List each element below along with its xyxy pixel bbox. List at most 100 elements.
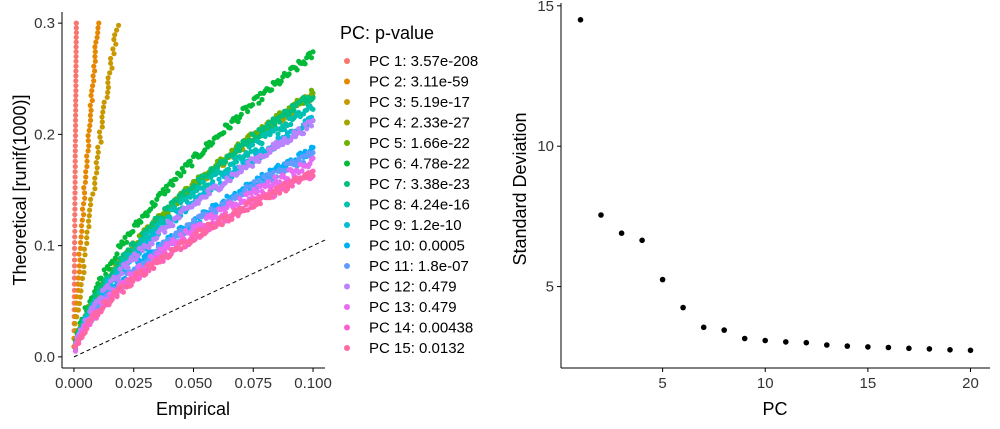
- series-2-point: [89, 97, 95, 104]
- x-axis-title: PC: [762, 399, 787, 419]
- series-7-point: [92, 292, 98, 299]
- series-1-point: [72, 179, 78, 185]
- series-2-point: [90, 83, 96, 89]
- series-3-point: [78, 288, 84, 294]
- x-tick-label: 10: [757, 375, 774, 392]
- series-3-point: [99, 124, 105, 130]
- series-13-point: [254, 188, 260, 194]
- series-2-point: [88, 117, 94, 123]
- series-3-point: [111, 51, 117, 57]
- legend-label: PC 15: 0.0132: [369, 340, 465, 357]
- series-3-point: [97, 134, 103, 140]
- series-6-point: [302, 61, 308, 67]
- elbow-point: [598, 212, 604, 218]
- series-8-point: [310, 106, 316, 112]
- series-6-point: [249, 102, 256, 108]
- y-axis-title: Standard Deviation: [510, 112, 530, 265]
- series-1-point: [73, 44, 79, 50]
- series-3-point: [100, 104, 107, 110]
- elbow-point: [947, 347, 953, 353]
- series-1-point: [71, 263, 78, 269]
- series-2-point: [77, 245, 83, 251]
- legend-swatch: [344, 324, 350, 331]
- series-2-point: [76, 251, 82, 257]
- series-3-point: [109, 65, 115, 71]
- legend-swatch: [344, 304, 350, 310]
- series-1-point: [71, 245, 78, 251]
- series-1-point: [72, 201, 78, 207]
- series-13-point: [277, 179, 283, 185]
- legend-swatch: [344, 119, 350, 126]
- series-8-point: [233, 159, 240, 165]
- series-8-point: [288, 121, 294, 128]
- series-2-point: [92, 49, 98, 55]
- series-15-point: [131, 275, 138, 282]
- series-2-point: [82, 179, 88, 185]
- series-6-point: [154, 196, 160, 202]
- series-13-point: [272, 174, 278, 180]
- series-6-point: [310, 49, 316, 55]
- legend-swatch: [344, 58, 350, 64]
- series-2-point: [94, 34, 100, 41]
- series-12-point: [206, 191, 212, 197]
- series-9-point: [216, 176, 222, 182]
- series-11-point: [251, 179, 257, 185]
- series-3-point: [99, 114, 105, 120]
- legend-swatch: [344, 140, 350, 146]
- legend-item: PC 10: 0.0005: [344, 238, 465, 255]
- series-15-point: [304, 175, 310, 181]
- series-13-point: [310, 155, 316, 161]
- series-8-point: [171, 204, 177, 210]
- series-7-point: [127, 247, 133, 253]
- series-11-point: [256, 177, 262, 183]
- series-3-point: [92, 180, 98, 186]
- legend-item: PC 2: 3.11e-59: [344, 74, 469, 91]
- series-2-point: [85, 133, 91, 139]
- series-15-point: [190, 237, 197, 244]
- series-6-point: [178, 173, 184, 179]
- series-3-point: [108, 60, 114, 66]
- series-2-point: [84, 153, 90, 159]
- x-ticks: 0.000 0.025 0.050 0.075 0.100: [55, 368, 332, 392]
- series-8-point: [304, 107, 310, 113]
- series-12-point: [280, 141, 286, 148]
- y-tick-label: 15: [537, 0, 554, 15]
- series-8-point: [245, 152, 251, 158]
- y-axis-title: Theoretical [runif(1000)]: [10, 94, 30, 285]
- series-15-point: [100, 305, 106, 311]
- series-2-point: [91, 78, 97, 84]
- series-2-point: [79, 217, 85, 223]
- elbow-point: [803, 339, 810, 346]
- legend-label: PC 3: 5.19e-17: [369, 94, 470, 111]
- series-6-point: [308, 55, 315, 61]
- series-7-point: [249, 131, 256, 137]
- series-10-point: [224, 193, 230, 199]
- series-1-point: [73, 83, 79, 89]
- series-1-point: [72, 117, 79, 123]
- series-3-point: [95, 144, 101, 150]
- series-12-point: [119, 270, 125, 277]
- series-1-point: [72, 206, 78, 212]
- series-2-point: [79, 228, 85, 234]
- elbow-point: [618, 230, 625, 236]
- series-1-point: [73, 107, 79, 113]
- legend-label: PC 2: 3.11e-59: [369, 74, 469, 91]
- series-8-point: [281, 126, 287, 132]
- legend-label: PC 8: 4.24e-16: [369, 197, 470, 214]
- series-15-point: [229, 216, 235, 222]
- series-2-point: [85, 148, 91, 154]
- series-3-point: [86, 224, 92, 230]
- series-2-point: [83, 169, 89, 175]
- series-6-point: [189, 163, 195, 169]
- series-8-point: [267, 132, 273, 138]
- series-6-point: [112, 255, 118, 261]
- series-6-point: [114, 251, 120, 257]
- series-12-point: [300, 130, 307, 137]
- series-3-point: [81, 246, 87, 252]
- series-3-point: [87, 207, 93, 213]
- x-ticks: 5 10 15 20: [658, 368, 979, 392]
- series-3-point: [81, 263, 87, 270]
- series-6-point: [138, 219, 144, 225]
